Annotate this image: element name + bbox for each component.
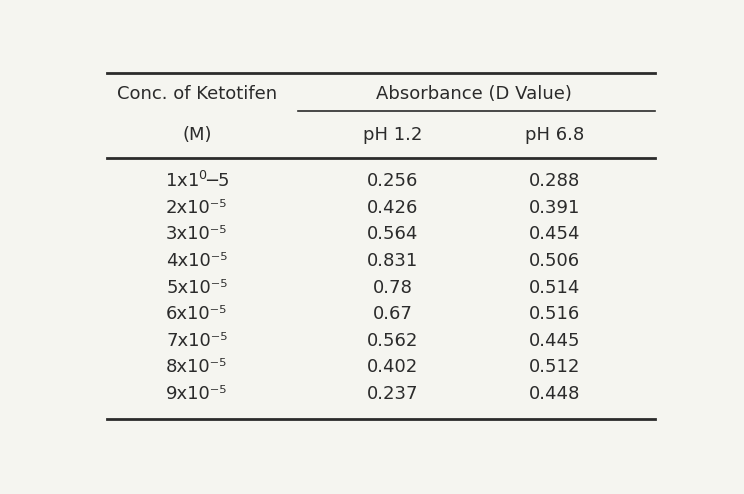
Text: 0.512: 0.512 [528,358,580,376]
Text: 0.564: 0.564 [367,225,419,243]
Text: 0.402: 0.402 [368,358,418,376]
Text: 0.67: 0.67 [373,305,413,323]
Text: 0.454: 0.454 [528,225,580,243]
Text: 2x10⁻⁵: 2x10⁻⁵ [166,199,228,217]
Text: 9x10⁻⁵: 9x10⁻⁵ [166,385,228,403]
Text: 0.237: 0.237 [367,385,419,403]
Text: 0.391: 0.391 [528,199,580,217]
Text: 5x10⁻⁵: 5x10⁻⁵ [166,279,228,296]
Text: 0.445: 0.445 [528,332,580,350]
Text: 7x10⁻⁵: 7x10⁻⁵ [166,332,228,350]
Text: 0.514: 0.514 [528,279,580,296]
Text: (M): (M) [182,126,211,144]
Text: 0.288: 0.288 [529,172,580,190]
Text: 0.426: 0.426 [367,199,419,217]
Text: 0.516: 0.516 [529,305,580,323]
Text: 0.506: 0.506 [529,252,580,270]
Text: 8x10⁻⁵: 8x10⁻⁵ [166,358,228,376]
Text: pH 1.2: pH 1.2 [363,126,423,144]
Text: 4x10⁻⁵: 4x10⁻⁵ [166,252,228,270]
Text: $\mathregular{1x1^{0}\!\!-\!\!5}$: $\mathregular{1x1^{0}\!\!-\!\!5}$ [164,171,229,191]
Text: 3x10⁻⁵: 3x10⁻⁵ [166,225,228,243]
Text: 0.562: 0.562 [367,332,419,350]
Text: Absorbance (D Value): Absorbance (D Value) [376,84,571,103]
Text: 0.256: 0.256 [367,172,419,190]
Text: pH 6.8: pH 6.8 [525,126,584,144]
Text: Conc. of Ketotifen: Conc. of Ketotifen [117,84,277,103]
Text: 0.78: 0.78 [373,279,413,296]
Text: 0.831: 0.831 [368,252,418,270]
Text: 6x10⁻⁵: 6x10⁻⁵ [166,305,228,323]
Text: 0.448: 0.448 [528,385,580,403]
